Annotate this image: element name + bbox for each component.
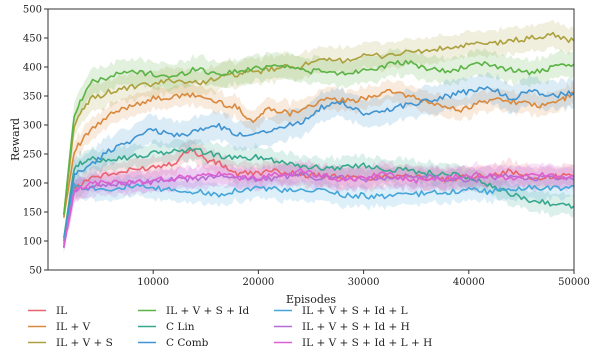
x-tick-label: 10000 bbox=[137, 277, 169, 288]
x-tick-label: 40000 bbox=[453, 277, 485, 288]
plot-frame bbox=[47, 8, 575, 271]
y-tick-label: 150 bbox=[23, 208, 42, 219]
series-line bbox=[63, 88, 575, 218]
y-tick-label: 400 bbox=[23, 63, 42, 74]
confidence-band bbox=[63, 138, 575, 242]
y-tick-label: 350 bbox=[23, 92, 42, 103]
confidence-bands bbox=[63, 19, 575, 254]
series-lines bbox=[63, 31, 575, 249]
confidence-band bbox=[63, 72, 575, 246]
x-axis: 10000 20000 30000 40000 50000 bbox=[137, 270, 590, 288]
legend: IL IL + V IL + V + S IL + V + S + Id C Lin C … bbox=[28, 305, 432, 349]
y-tick-label: 250 bbox=[23, 150, 42, 161]
x-tick-label: 50000 bbox=[558, 277, 590, 288]
legend-label: C Lin bbox=[166, 321, 195, 333]
confidence-band bbox=[63, 161, 575, 254]
legend-label: IL + V + S + Id + L bbox=[302, 305, 408, 317]
legend-label: IL + V + S + Id + H bbox=[302, 321, 410, 333]
y-tick-label: 500 bbox=[23, 5, 42, 16]
series-line bbox=[63, 168, 575, 247]
series-line bbox=[63, 31, 575, 215]
y-tick-label: 200 bbox=[23, 179, 42, 190]
x-axis-label: Episodes bbox=[286, 293, 336, 306]
confidence-band bbox=[63, 47, 575, 220]
y-axis: 50 100 150 200 250 300 350 400 450 500 bbox=[23, 5, 48, 277]
y-tick-label: 300 bbox=[23, 121, 42, 132]
confidence-band bbox=[63, 158, 575, 253]
legend-label: IL + V bbox=[56, 321, 91, 333]
series-line bbox=[63, 146, 575, 239]
y-tick-label: 450 bbox=[23, 34, 42, 45]
series-line bbox=[63, 86, 575, 242]
legend-label: IL + V + S + Id + L + H bbox=[302, 337, 432, 349]
y-tick-label: 100 bbox=[23, 237, 42, 248]
legend-label: IL + V + S + Id bbox=[166, 305, 249, 317]
y-tick-label: 50 bbox=[29, 266, 42, 277]
confidence-band bbox=[63, 78, 575, 224]
confidence-band bbox=[63, 173, 575, 247]
legend-label: IL bbox=[56, 305, 67, 317]
legend-label: IL + V + S bbox=[56, 337, 113, 349]
legend-label: C Comb bbox=[166, 337, 209, 349]
x-tick-label: 20000 bbox=[242, 277, 274, 288]
series-line bbox=[63, 182, 575, 245]
series-line bbox=[63, 59, 575, 215]
y-axis-label: Reward bbox=[9, 118, 22, 161]
x-tick-label: 30000 bbox=[348, 277, 380, 288]
